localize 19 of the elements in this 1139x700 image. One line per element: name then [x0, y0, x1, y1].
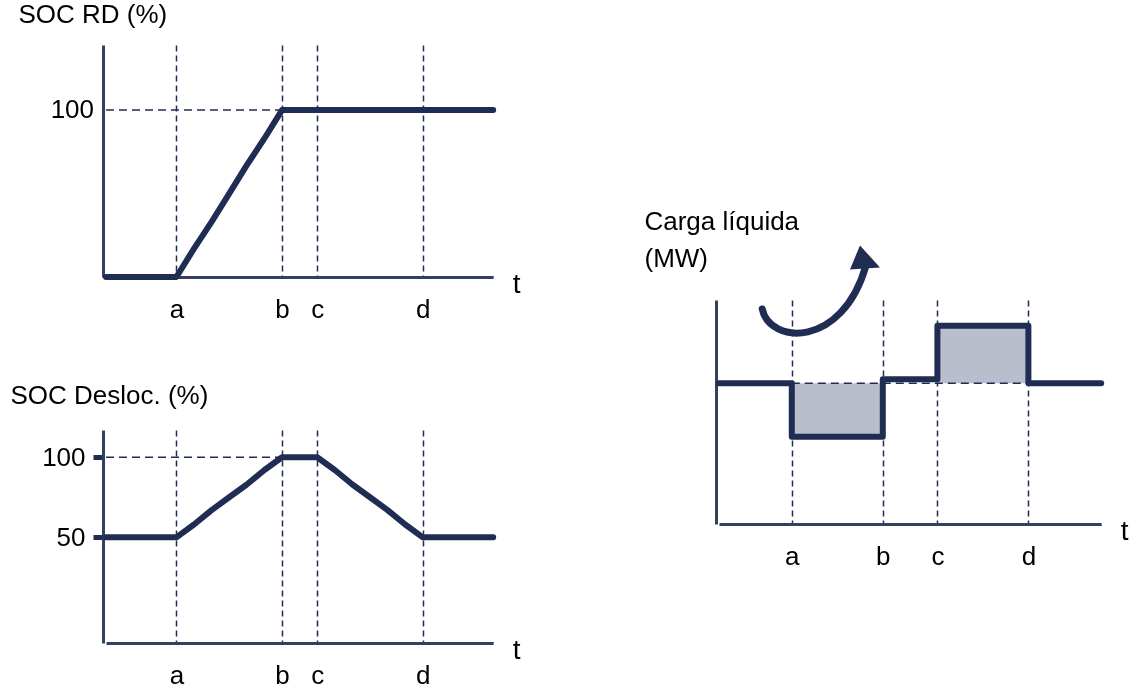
x-tick-label: a [785, 541, 801, 572]
x-axis-title: t [1120, 515, 1129, 547]
y-axis-title: SOC RD (%) [18, 0, 168, 29]
x-tick-label: c [931, 541, 945, 572]
x-tick-label: c [311, 660, 325, 691]
x-tick-label: b [876, 541, 891, 572]
y-axis-title: Carga líquida (MW) [644, 205, 800, 274]
x-tick-label: d [416, 294, 431, 325]
x-tick-label: d [416, 660, 431, 691]
x-tick-label: a [169, 660, 185, 691]
y-tick-label: 50 [56, 521, 86, 552]
x-tick-label: b [275, 294, 290, 325]
y-axis-title: SOC Desloc. (%) [10, 379, 209, 410]
x-tick-label: b [275, 660, 290, 691]
x-axis-title: t [512, 634, 521, 666]
x-tick-label: c [311, 294, 325, 325]
x-tick-label: d [1021, 541, 1037, 572]
x-axis-title: t [512, 268, 521, 300]
x-tick-label: a [169, 294, 185, 325]
